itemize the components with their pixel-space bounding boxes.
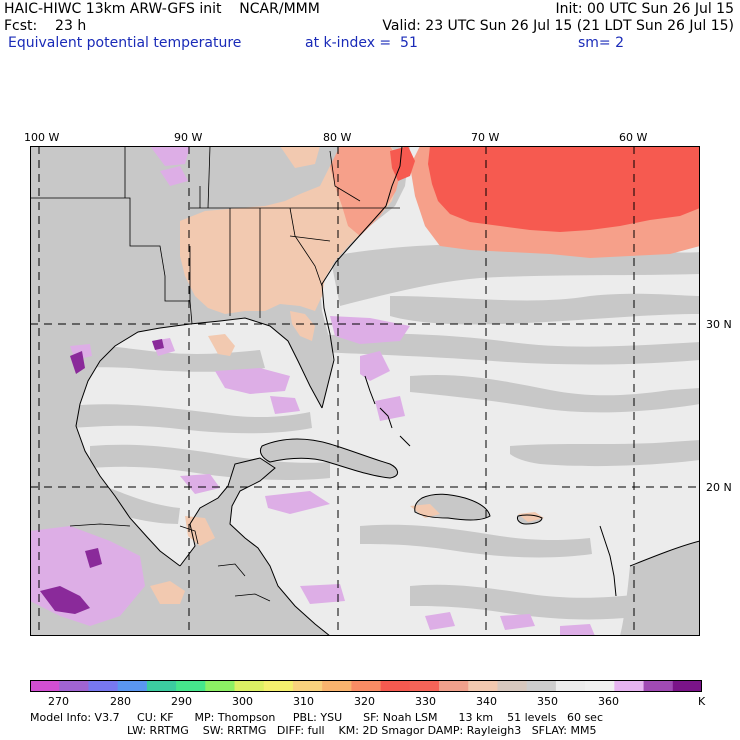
colorbar [30,680,702,692]
forecast-hour: Fcst: 23 h [4,18,87,34]
colorbar-cell [292,680,323,692]
field-name: Equivalent potential temperature [8,35,242,51]
valid-time: Valid: 23 UTC Sun 26 Jul 15 (21 LDT Sun … [382,18,734,34]
model-info-line1: Model Info: V3.7 CU: KF MP: Thompson PBL… [30,711,603,724]
colorbar-label-280: 280 [110,695,131,708]
colorbar-label-300: 300 [232,695,253,708]
colorbar-label-350: 350 [537,695,558,708]
purple-patches [40,339,164,614]
colorbar-cell [409,680,440,692]
lon-label-80w: 80 W [323,131,352,144]
coastlines [75,146,700,636]
map-frame [30,146,700,636]
colorbar-cell [614,680,645,692]
theta-e-map [30,146,700,636]
colorbar-cell [263,680,294,692]
lon-label-60w: 60 W [619,131,648,144]
colorbar-cell [585,680,615,692]
lat-label-30n: 30 N [706,318,732,331]
colorbar-cell [117,680,148,692]
colorbar-cell [30,680,60,692]
model-title: HAIC-HIWC 13km ARW-GFS init NCAR/MMM [4,1,320,17]
lat-lon-grid [30,146,700,636]
colorbar-label-270: 270 [48,695,69,708]
hot-region-atlantic [390,146,700,232]
colorbar-cell [351,680,382,692]
init-time: Init: 00 UTC Sun 26 Jul 15 [555,1,734,17]
colorbar-cell [497,680,528,692]
colorbar-cell [146,680,177,692]
colorbar-label-340: 340 [476,695,497,708]
lat-label-20n: 20 N [706,481,732,494]
colorbar-cell [59,680,89,692]
colorbar-cell [322,680,352,692]
colorbar-cell [380,680,411,692]
model-info-line2: LW: RRTMG SW: RRTMG DIFF: full KM: 2D Sm… [127,724,597,737]
colorbar-cell [672,680,702,692]
colorbar-label-310: 310 [293,695,314,708]
lon-label-70w: 70 W [471,131,500,144]
colorbar-cell [176,680,206,692]
colorbar-label-330: 330 [415,695,436,708]
colorbar-cell [643,680,674,692]
colorbar-cell [526,680,557,692]
colorbar-cell [555,680,586,692]
colorbar-unit: K [698,695,706,708]
smoothing-label: sm= 2 [578,35,625,51]
colorbar-cell [234,680,265,692]
colorbar-label-360: 360 [598,695,619,708]
colorbar-label-320: 320 [354,695,375,708]
colorbar-cell [439,680,469,692]
lon-label-100w: 100 W [24,131,60,144]
colorbar-cell [88,680,119,692]
colorbar-label-290: 290 [171,695,192,708]
colorbar-cell [205,680,236,692]
political-borders [30,146,400,602]
k-index-label: at k-index = 51 [305,35,418,51]
colorbar-cell [468,680,498,692]
lon-label-90w: 90 W [174,131,203,144]
